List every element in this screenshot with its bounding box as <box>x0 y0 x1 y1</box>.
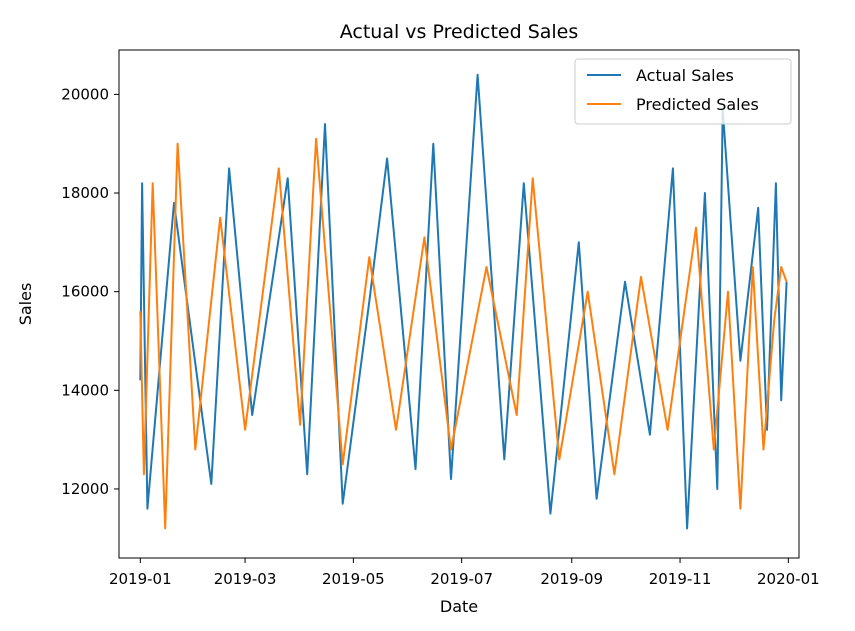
x-tick-label: 2019-09 <box>540 570 603 588</box>
plot-area <box>118 49 800 559</box>
series-layer <box>139 73 788 530</box>
y-tick-label: 16000 <box>61 283 109 301</box>
x-tick-label: 2019-01 <box>109 570 172 588</box>
x-tick-label: 2019-03 <box>214 570 277 588</box>
x-tick-label: 2019-05 <box>322 570 385 588</box>
legend-label-predicted-sales: Predicted Sales <box>636 95 759 114</box>
series-line-actual-sales <box>139 73 788 530</box>
x-tick-label: 2020-01 <box>757 570 820 588</box>
legend: Actual Sales Predicted Sales <box>574 58 792 125</box>
y-axis-ticks: 12000 14000 16000 18000 20000 <box>61 85 119 498</box>
legend-label-actual-sales: Actual Sales <box>636 66 734 85</box>
y-tick-label: 12000 <box>61 480 109 498</box>
x-axis-ticks: 2019-01 2019-03 2019-05 2019-07 2019-09 2019-… <box>109 558 820 588</box>
y-tick-label: 18000 <box>61 184 109 202</box>
plot-frame <box>118 49 800 559</box>
x-tick-label: 2019-11 <box>649 570 712 588</box>
x-tick-label: 2019-07 <box>430 570 493 588</box>
y-tick-label: 20000 <box>61 85 109 103</box>
y-tick-label: 14000 <box>61 381 109 399</box>
x-axis-label: Date <box>440 597 478 616</box>
series-line-predicted-sales <box>139 137 788 530</box>
legend-frame <box>574 58 792 125</box>
y-axis-label: Sales <box>16 283 35 326</box>
chart-title: Actual vs Predicted Sales <box>340 21 579 43</box>
